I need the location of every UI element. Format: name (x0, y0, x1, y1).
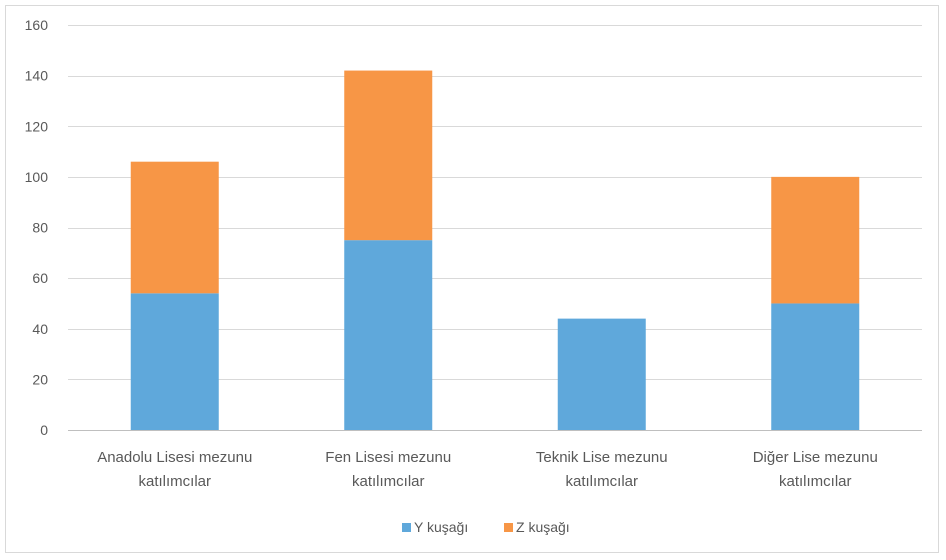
y-tick-label: 120 (25, 118, 49, 134)
x-category-label: Teknik Lise mezunu (536, 449, 668, 466)
bars (131, 71, 860, 430)
y-tick-label: 100 (25, 169, 49, 185)
legend: Y kuşağı Z kuşağı (402, 519, 570, 535)
y-tick-label: 20 (32, 371, 48, 387)
y-tick-label: 80 (32, 220, 48, 236)
legend-label: Z kuşağı (516, 519, 570, 535)
bar-y-kusagi-3 (558, 319, 646, 430)
x-axis-labels: Anadolu Lisesi mezunu katılımcılar Fen Lis… (97, 449, 878, 490)
y-axis-ticks: 0 20 40 60 80 100 120 140 160 (25, 17, 49, 438)
x-category-label: katılımcılar (779, 473, 852, 490)
y-tick-label: 160 (25, 17, 49, 33)
bar-z-kusagi-1 (131, 162, 219, 294)
x-category-label: Diğer Lise mezunu (753, 449, 878, 466)
x-category-label: Fen Lisesi mezunu (325, 449, 451, 466)
x-category-label: katılımcılar (565, 473, 638, 490)
y-tick-label: 140 (25, 68, 49, 84)
x-category-label: katılımcılar (352, 473, 425, 490)
bar-y-kusagi-2 (344, 240, 432, 430)
x-category-label: katılımcılar (138, 473, 211, 490)
bar-y-kusagi-4 (771, 303, 859, 430)
y-tick-label: 60 (32, 270, 48, 286)
bar-z-kusagi-2 (344, 71, 432, 241)
y-tick-label: 40 (32, 321, 48, 337)
legend-swatch (504, 523, 513, 532)
bar-z-kusagi-4 (771, 177, 859, 304)
y-tick-label: 0 (40, 422, 48, 438)
x-category-label: Anadolu Lisesi mezunu (97, 449, 252, 466)
bar-y-kusagi-1 (131, 293, 219, 430)
legend-label: Y kuşağı (414, 519, 468, 535)
legend-swatch (402, 523, 411, 532)
